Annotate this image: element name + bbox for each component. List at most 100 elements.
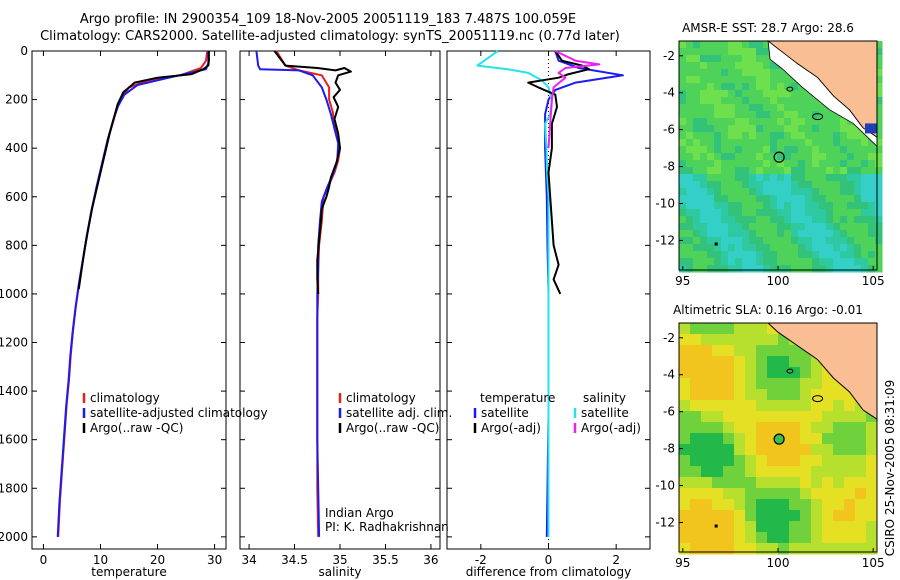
map-cell <box>721 167 729 175</box>
map-cell <box>784 139 792 147</box>
map-cell <box>693 146 701 154</box>
map-cell <box>778 411 790 423</box>
map-cell <box>833 400 845 412</box>
map-cell <box>819 237 827 245</box>
map-cell <box>721 118 729 126</box>
map-cell <box>826 132 834 140</box>
map-cell <box>728 181 736 189</box>
map-cell <box>749 97 757 105</box>
map-cell <box>679 83 687 91</box>
map-cell <box>789 356 801 368</box>
map-cell <box>861 209 869 217</box>
map-cell <box>745 356 757 368</box>
map-cell <box>822 510 834 522</box>
map-cell <box>875 167 883 175</box>
map-cell <box>847 230 855 238</box>
map-cell <box>767 389 779 401</box>
legend-header-temperature: temperature <box>480 391 555 405</box>
map-cell <box>805 265 813 273</box>
map-cell <box>745 378 757 390</box>
map-cell <box>791 146 799 154</box>
map-cell <box>770 83 778 91</box>
map-cell <box>686 188 694 196</box>
map-cell <box>805 209 813 217</box>
map-cell <box>826 139 834 147</box>
map-cell <box>728 125 736 133</box>
map-cell <box>805 146 813 154</box>
map-cell <box>833 422 845 434</box>
map-0 <box>679 40 883 273</box>
map-cell <box>855 488 867 500</box>
map-cell <box>679 251 687 259</box>
map-cell <box>770 209 778 217</box>
map-cell <box>875 132 883 140</box>
map-cell <box>734 543 746 555</box>
map-cell <box>784 125 792 133</box>
map-x-tick-label: 105 <box>862 274 885 288</box>
map-cell <box>721 104 729 112</box>
map-cell <box>728 83 736 91</box>
map-cell <box>777 188 785 196</box>
cold-patch <box>865 123 877 134</box>
map-cell <box>805 153 813 161</box>
map-cell <box>789 532 801 544</box>
map-cell <box>854 146 862 154</box>
map-cell <box>777 223 785 231</box>
map-cell <box>840 139 848 147</box>
map-cell <box>701 378 713 390</box>
map-cell <box>875 90 883 98</box>
map-cell <box>734 455 746 467</box>
map-cell <box>826 244 834 252</box>
map-cell <box>763 216 771 224</box>
map-cell <box>811 477 823 489</box>
map-cell <box>749 111 757 119</box>
map-cell <box>812 104 820 112</box>
x-tick-label-salinity: 35 <box>332 553 347 567</box>
map-cell <box>789 378 801 390</box>
map-cell <box>798 90 806 98</box>
map-cell <box>819 265 827 273</box>
map-cell <box>847 132 855 140</box>
map-cell <box>756 258 764 266</box>
map-cell <box>798 132 806 140</box>
map-cell <box>756 55 764 63</box>
y-tick-label: 1800 <box>0 481 28 495</box>
map-cell <box>723 444 735 456</box>
map-cell <box>791 97 799 105</box>
map-cell <box>800 521 812 533</box>
map-cell <box>833 488 845 500</box>
map-cell <box>822 422 834 434</box>
map-cell <box>778 488 790 500</box>
map-cell <box>714 230 722 238</box>
map-cell <box>756 223 764 231</box>
map-cell <box>811 378 823 390</box>
map-cell <box>728 153 736 161</box>
map-cell <box>707 188 715 196</box>
map-cell <box>700 139 708 147</box>
map-cell <box>770 181 778 189</box>
map-cell <box>784 118 792 126</box>
map-cell <box>693 216 701 224</box>
map-cell <box>735 153 743 161</box>
map-cell <box>735 202 743 210</box>
map-cell <box>721 48 729 56</box>
map-cell <box>700 146 708 154</box>
map-cell <box>742 181 750 189</box>
series-line-temperature-2 <box>77 51 210 290</box>
x-tick-label-temperature: 0 <box>40 553 48 567</box>
map-cell <box>805 104 813 112</box>
map-cell <box>791 132 799 140</box>
map-cell <box>749 195 757 203</box>
map-cell <box>728 223 736 231</box>
map-cell <box>745 455 757 467</box>
map-cell <box>866 411 878 423</box>
map-cell <box>735 237 743 245</box>
map-cell <box>784 174 792 182</box>
map-cell <box>686 209 694 217</box>
map-cell <box>784 97 792 105</box>
map-cell <box>840 153 848 161</box>
map-cell <box>833 118 841 126</box>
map-cell <box>833 378 845 390</box>
map-cell <box>770 258 778 266</box>
map-cell <box>745 532 757 544</box>
